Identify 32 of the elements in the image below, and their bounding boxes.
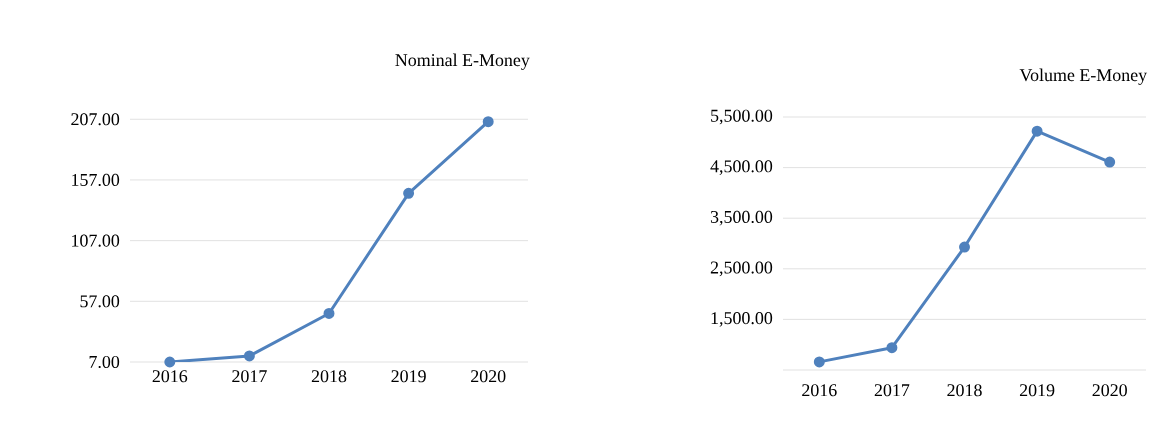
- x-tick-label: 2019: [1019, 384, 1055, 397]
- point: [243, 350, 255, 362]
- x-tick-label: 2020: [471, 370, 506, 383]
- point: [323, 307, 335, 319]
- x-tick-label: 2018: [311, 370, 347, 383]
- x-tick-label: 2019: [391, 370, 426, 383]
- x-tick-label: 2016: [802, 384, 837, 397]
- y-tick-label: 7.00: [89, 355, 120, 369]
- point: [164, 356, 176, 368]
- x-tick-label: 2017: [232, 370, 267, 383]
- point: [959, 241, 970, 253]
- chart-title: Volume E-Money: [1019, 68, 1148, 85]
- y-tick-label: 57.00: [80, 295, 120, 308]
- point: [813, 356, 825, 368]
- chart-title: Nominal E-Money: [395, 53, 530, 70]
- y-tick-label: 4,500.00: [710, 160, 773, 175]
- x-tick-label: 2020: [1092, 384, 1127, 397]
- y-tick-label: 2,500.00: [710, 261, 773, 277]
- point: [1031, 125, 1043, 137]
- x-tick-label: 2018: [947, 384, 982, 397]
- y-tick-label: 3,500.00: [710, 210, 773, 226]
- point: [886, 342, 898, 354]
- y-tick-label: 207.00: [71, 113, 120, 126]
- point: [482, 116, 494, 128]
- y-tick-label: 5,500.00: [711, 109, 773, 125]
- y-tick-label: 107.00: [72, 234, 120, 247]
- x-tick-label: 2016: [152, 370, 188, 383]
- y-tick-label: 157.00: [72, 173, 120, 187]
- point: [1104, 156, 1116, 168]
- x-tick-label: 2017: [874, 384, 910, 397]
- y-tick-label: 1,500.00: [711, 312, 773, 327]
- point: [403, 187, 415, 199]
